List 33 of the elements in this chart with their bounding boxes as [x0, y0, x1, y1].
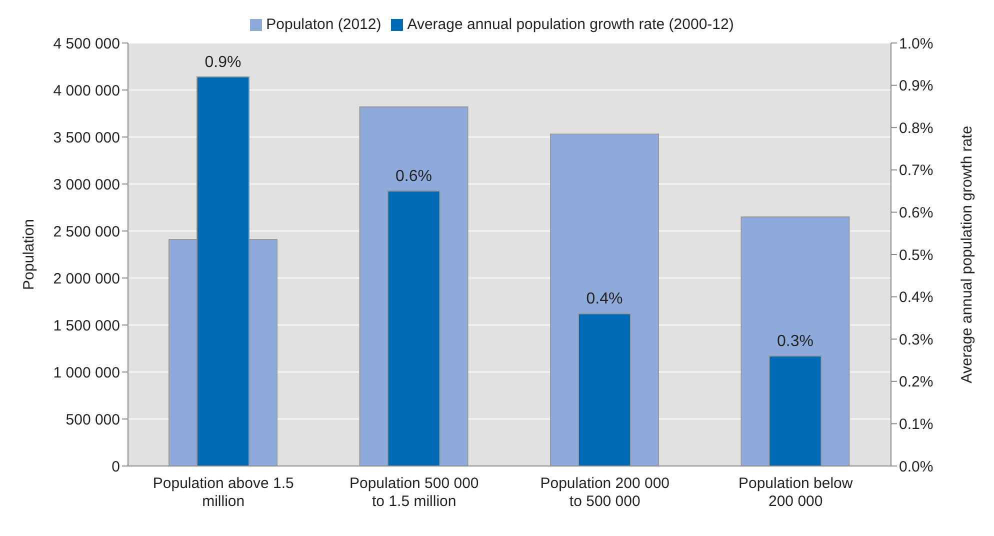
x-tick-label: Population 200 000 to 500 000	[540, 475, 670, 510]
y2-tick-label: 0.4%	[899, 289, 934, 306]
y2-tick-label: 0.6%	[899, 204, 934, 222]
y2-tick-label: 1.0%	[899, 35, 934, 52]
data-label: 0.3%	[777, 333, 814, 350]
y-tick-label: 1 500 000	[53, 317, 120, 334]
legend-label: Average annual population growth rate (2000-12)	[407, 16, 734, 33]
y-tick-label: 3 000 000	[53, 176, 120, 194]
y-tick-label: 2 000 000	[53, 270, 120, 288]
y-tick-label: 2 500 000	[53, 223, 120, 240]
y-axis-title: Population	[20, 219, 38, 290]
y2-tick-label: 0.3%	[899, 331, 934, 348]
y2-axis-title: Average annual population growth rate	[958, 126, 976, 384]
y2-tick-label: 0.0%	[899, 458, 934, 476]
data-label: 0.6%	[396, 168, 432, 186]
y2-tick-label: 0.9%	[899, 78, 934, 95]
y-tick-label: 1 000 000	[53, 364, 120, 382]
y2-tick-label: 0.7%	[899, 162, 934, 180]
y2-tick-label: 0.2%	[899, 374, 934, 391]
y-tick-label: 4 000 000	[53, 82, 120, 100]
x-tick-label: Population below 200 000	[738, 475, 853, 510]
y2-tick-label: 0.1%	[899, 416, 934, 434]
x-tick-label: Population above 1.5 million	[152, 475, 294, 510]
data-label: 0.4%	[586, 290, 623, 308]
y-tick-label: 0	[112, 458, 120, 476]
y2-tick-label: 0.8%	[899, 120, 934, 137]
x-tick-label: Population 500 000 to 1.5 million	[349, 475, 479, 510]
y-tick-label: 500 000	[66, 411, 120, 428]
y-tick-label: 4 500 000	[53, 35, 120, 52]
data-label: 0.9%	[204, 54, 242, 71]
legend-label: Populaton (2012)	[266, 16, 382, 33]
y-tick-label: 3 500 000	[53, 129, 120, 146]
y2-tick-label: 0.5%	[899, 246, 934, 264]
